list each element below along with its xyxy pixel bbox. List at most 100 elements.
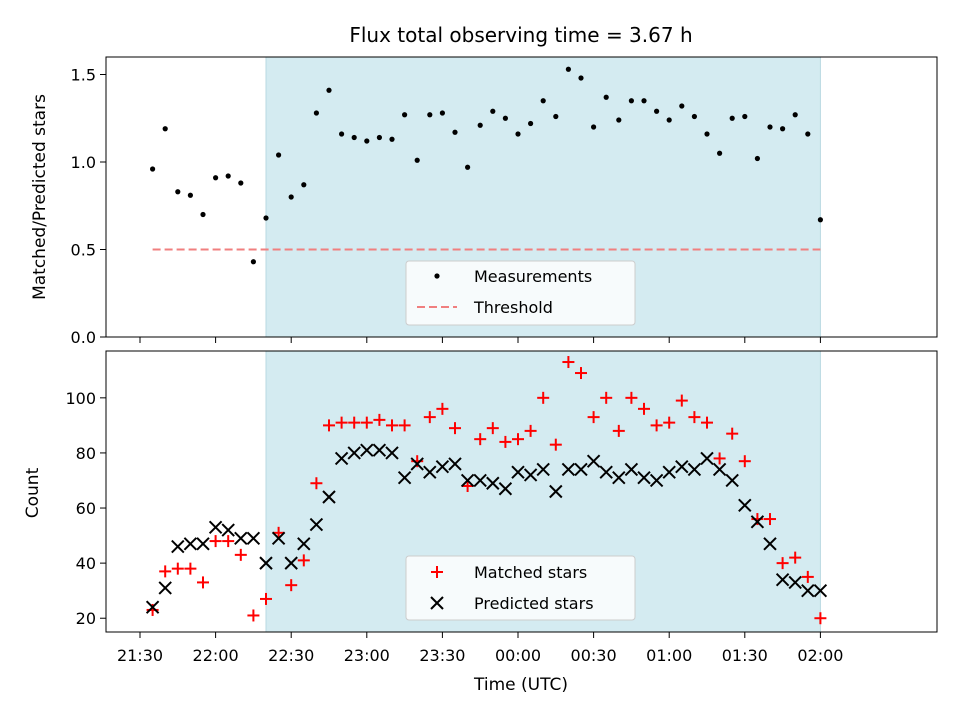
legend-measurements-label: Measurements [474, 267, 592, 286]
predicted-stars-point [599, 465, 613, 479]
predicted-stars-point [347, 446, 361, 460]
x-tick-label: 01:00 [646, 646, 692, 665]
predicted-stars-point [473, 473, 487, 488]
matched-stars-point [688, 411, 701, 424]
measurement-point [439, 110, 445, 116]
measurement-point [313, 110, 319, 116]
measurement-point [717, 150, 723, 156]
predicted-stars-point [712, 462, 727, 477]
count-panel-frame [105, 350, 938, 633]
count-legend-box [405, 555, 636, 621]
predicted-stars-point [536, 462, 550, 477]
measurement-point [339, 131, 345, 137]
predicted-stars-point [360, 443, 374, 457]
predicted-stars-point [813, 583, 828, 598]
predicted-stars-point [687, 462, 702, 477]
x-tick-label: 22:30 [268, 646, 314, 665]
measurement-point [288, 194, 294, 200]
predicted-stars-point [586, 454, 601, 468]
matched-stars-point [297, 554, 310, 567]
x-tick-label: 00:30 [571, 646, 617, 665]
matched-stars-point [499, 435, 512, 448]
matched-stars-point [159, 565, 172, 578]
measurement-point [666, 117, 672, 123]
predicted-stars-point [763, 537, 777, 551]
predicted-stars-point [574, 462, 588, 477]
legend-predicted-marker [430, 596, 444, 610]
count-panel-legend: Matched stars Predicted stars [405, 555, 636, 621]
matched-stars-point [360, 416, 373, 429]
matched-stars-point [738, 455, 751, 468]
measurement-point [591, 124, 597, 130]
measurement-point [452, 129, 458, 135]
matched-stars-point [713, 452, 726, 465]
matched-stars-point [272, 526, 285, 539]
measurement-point [402, 112, 408, 118]
matched-stars-point [335, 416, 348, 429]
predicted-stars-point [511, 465, 525, 479]
measurement-point [213, 175, 219, 181]
x-tick-label: 23:00 [344, 646, 390, 665]
measurement-point [276, 152, 282, 158]
predicted-stars-point [322, 490, 336, 504]
count-panel-ylabel: Count [23, 467, 43, 518]
matched-stars-point [549, 438, 562, 451]
predicted-stars-point [297, 537, 311, 551]
matched-stars-point [398, 419, 411, 432]
predicted-stars-point [145, 600, 160, 614]
predicted-stars-point [196, 537, 210, 551]
measurement-point [540, 98, 546, 104]
y-tick-label: 80 [76, 444, 96, 463]
matched-stars-point [789, 551, 802, 564]
measurement-point [817, 217, 824, 223]
x-tick-label: 01:30 [722, 646, 768, 665]
predicted-stars-point [246, 531, 261, 546]
measurement-point [162, 126, 168, 132]
measurement-point [792, 112, 798, 118]
measurement-point [364, 138, 370, 144]
matched-stars-point [638, 402, 650, 415]
measurement-point [704, 131, 710, 137]
measurement-point [389, 136, 395, 142]
predicted-stars-point [788, 575, 802, 590]
predicted-stars-point [158, 581, 172, 595]
matched-stars-point [247, 609, 260, 622]
predicted-stars-point [435, 459, 450, 474]
x-tick-label: 00:00 [495, 646, 541, 665]
predicted-stars-point [259, 556, 273, 570]
predicted-stars-point [498, 482, 513, 496]
matched-stars-point [524, 424, 537, 437]
predicted-stars-point [775, 572, 790, 587]
predicted-stars-point [410, 457, 424, 471]
matched-stars-point [386, 419, 398, 432]
x-tick-label: 02:00 [797, 646, 843, 665]
predicted-stars-point [334, 451, 349, 466]
y-tick-label: 0.0 [71, 328, 96, 347]
predicted-stars-point [221, 523, 235, 537]
matched-stars-point [423, 411, 436, 424]
x-tick-label: 21:30 [117, 646, 163, 665]
ratio-panel-frame [105, 56, 938, 338]
predicted-stars-point [183, 537, 198, 551]
count-panel-marks [145, 356, 828, 625]
legend-predicted-label: Predicted stars [474, 594, 594, 613]
matched-stars-point [222, 535, 235, 548]
measurement-point [477, 122, 483, 128]
matched-stars-point [600, 391, 613, 404]
predicted-stars-point [423, 465, 437, 479]
measurement-point [742, 113, 748, 120]
legend-matched-label: Matched stars [474, 563, 587, 582]
measurement-point [603, 94, 609, 100]
measurement-point [565, 66, 572, 72]
ratio-legend-box [405, 260, 636, 326]
measurement-point [502, 115, 508, 121]
measurement-point [578, 75, 584, 81]
measurement-point [654, 108, 660, 114]
measurement-point [225, 173, 231, 179]
chart-title: Flux total observing time = 3.67 h [349, 23, 692, 47]
matched-stars-point [587, 411, 600, 424]
matched-stars-point [814, 612, 827, 625]
y-tick-label: 60 [76, 499, 96, 518]
measurement-point [754, 155, 761, 162]
